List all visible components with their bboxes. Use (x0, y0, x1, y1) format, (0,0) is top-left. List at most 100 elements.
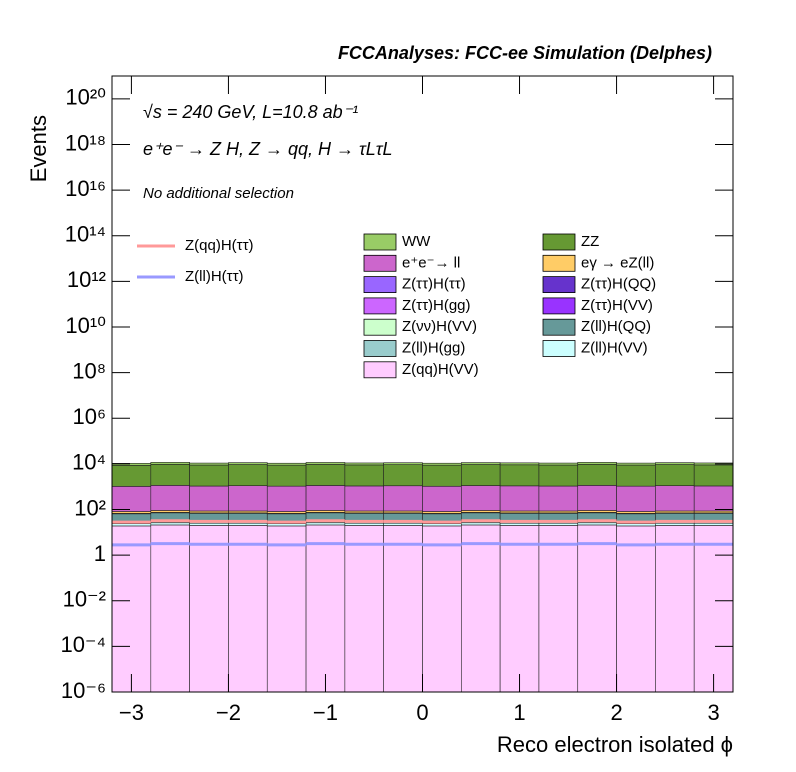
stack-segment (693, 464, 734, 487)
legend-label: Z(νν)H(VV) (402, 318, 477, 335)
legend-label: Z(ll)H(VV) (581, 339, 648, 356)
stack-segment (111, 486, 152, 512)
stack-segment (577, 524, 617, 693)
legend-label: WW (402, 233, 431, 250)
legend-swatch (542, 276, 576, 294)
y-tick-label: 10⁶ (72, 404, 106, 429)
stack-segment (693, 485, 734, 512)
x-tick-label: 3 (707, 700, 719, 725)
stack-segment (499, 464, 540, 487)
legend-label: ZZ (581, 233, 599, 250)
stack-segment (228, 525, 268, 693)
stack-segment (616, 523, 656, 527)
stack-segment (422, 464, 462, 487)
y-tick-label: 10⁻⁴ (60, 632, 106, 657)
y-tick-label: 10¹⁶ (65, 176, 106, 201)
stack-segment (305, 522, 346, 526)
x-tick-label: −2 (216, 700, 241, 725)
stack-segment (499, 525, 540, 693)
x-tick-label: 2 (610, 700, 622, 725)
stack-segment (150, 522, 190, 526)
legend-swatch (363, 361, 397, 379)
legend-label: Z(ll)H(QQ) (581, 318, 651, 335)
stack-segment (577, 485, 617, 511)
stack-segment (616, 462, 656, 466)
legend-label: Z(qq)H(VV) (402, 361, 479, 378)
stack-segment (461, 462, 501, 465)
stack-segment (189, 522, 229, 526)
legend-swatch (363, 276, 397, 294)
stack-segment (616, 464, 656, 487)
stack-segment (150, 464, 190, 486)
stack-segment (461, 485, 501, 511)
stack-segment (266, 464, 307, 487)
y-tick-label: 10⁻² (63, 587, 106, 612)
y-tick-label: 10¹⁴ (65, 222, 106, 247)
stack-segment (344, 462, 384, 466)
stack-segment (616, 485, 656, 512)
stack-segment (383, 522, 423, 526)
stack-segment (577, 462, 617, 465)
stack-segment (538, 525, 579, 693)
legend-label: Z(ll)H(ττ) (185, 268, 244, 285)
stack-segment (305, 485, 346, 511)
stack-segment (305, 462, 346, 465)
stack-segment (538, 522, 579, 526)
stack-segment (228, 522, 268, 526)
stack-segment (111, 523, 152, 527)
plot-area (111, 462, 734, 693)
x-tick-label: −1 (313, 700, 338, 725)
stack-segment (499, 462, 540, 466)
stack-segment (655, 462, 695, 465)
stack-segment (655, 522, 695, 526)
stack-segment (577, 464, 617, 486)
legend-swatch (363, 318, 397, 336)
x-axis-label: Reco electron isolated ϕ (497, 732, 733, 757)
legend-swatch (363, 233, 397, 251)
stack-segment (150, 485, 190, 511)
stack-segment (228, 464, 268, 486)
stack-segment (461, 524, 501, 693)
y-tick-label: 10¹² (67, 267, 106, 292)
stack-segment (655, 525, 695, 693)
legend-label: Z(ττ)H(VV) (581, 297, 653, 314)
stack-segment (228, 485, 268, 512)
stack-segment (461, 464, 501, 486)
x-tick-label: 0 (416, 700, 428, 725)
stack-segment (305, 464, 346, 486)
stack-segment (266, 525, 307, 693)
legend-swatch (542, 318, 576, 336)
annotation: √s = 240 GeV, L=10.8 ab⁻¹ (143, 102, 358, 122)
stack-segment (266, 485, 307, 512)
stack-segment (461, 522, 501, 526)
stack-segment (422, 485, 462, 512)
stack-segment (189, 525, 229, 693)
stack-segment (344, 485, 384, 512)
stack-segment (499, 522, 540, 526)
legend-label: Z(ll)H(gg) (402, 339, 465, 356)
annotation: No additional selection (143, 185, 294, 202)
stack-segment (189, 462, 229, 466)
stack-segment (344, 464, 384, 487)
stack-segment (383, 485, 423, 512)
legend-label: Z(qq)H(ττ) (185, 237, 254, 254)
legend-label: Z(ττ)H(ττ) (402, 276, 466, 293)
stack-segment (111, 465, 152, 487)
stack-segment (150, 524, 190, 693)
legend-label: Z(ττ)H(QQ) (581, 276, 656, 293)
stack-segment (538, 485, 579, 512)
legend-label: e⁺e⁻→ ll (402, 254, 460, 271)
stack-segment (111, 525, 152, 693)
stack-segment (422, 462, 462, 466)
stack-segment (305, 524, 346, 693)
annotation: e⁺e⁻ → Z H, Z → qq, H → τLτL (143, 139, 393, 159)
stack-segment (344, 522, 384, 526)
stack-segment (616, 525, 656, 693)
legend-swatch (363, 254, 397, 272)
y-tick-label: 10² (74, 495, 106, 520)
stack-segment (693, 525, 734, 693)
stack-segment (693, 522, 734, 526)
legend-label: Z(ττ)H(gg) (402, 297, 471, 314)
stack-segment (266, 523, 307, 527)
stack-segment (655, 464, 695, 486)
